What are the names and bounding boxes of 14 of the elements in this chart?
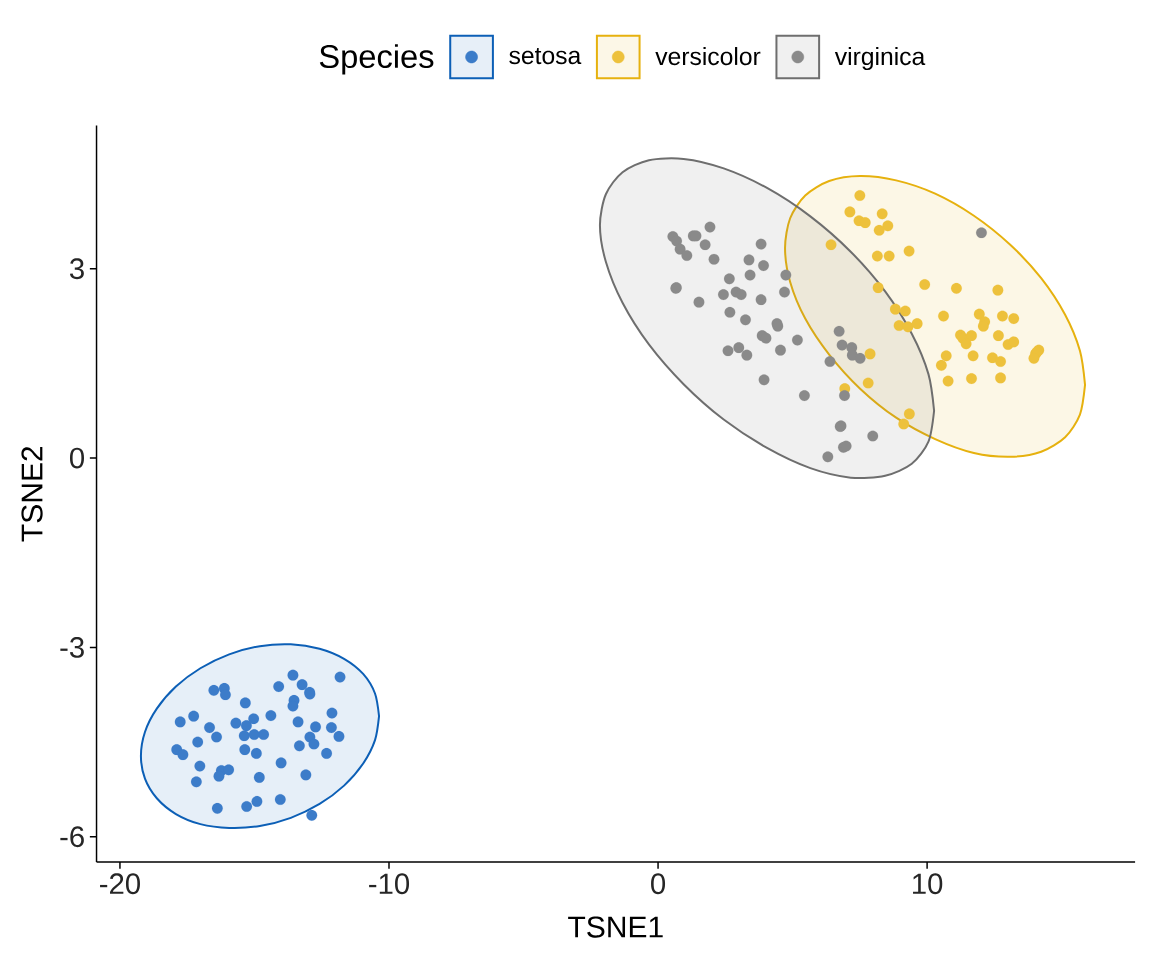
legend-label: virginica [834,47,926,71]
legend-label: setosa [509,47,582,65]
legend-label: versicolor [655,47,761,66]
x-tick-label: 0 [651,873,666,895]
y-tick-label: -3 [60,637,84,658]
x-tick-label: 10 [913,873,943,895]
y-tick-label: 0 [69,447,84,469]
y-tick-label: -6 [60,826,84,848]
y-axis-title: TSNE2 [21,446,43,542]
y-tick-label: 3 [69,258,84,280]
x-tick-label: -20 [100,873,140,895]
x-axis-title: TSNE1 [568,916,663,938]
x-tick-label: -10 [369,873,410,895]
legend-title: Species [319,44,434,75]
